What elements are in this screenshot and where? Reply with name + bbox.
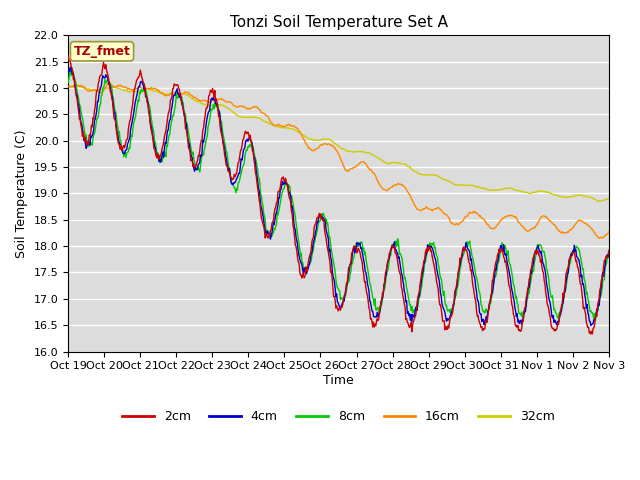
X-axis label: Time: Time bbox=[323, 374, 354, 387]
Text: TZ_fmet: TZ_fmet bbox=[74, 45, 131, 58]
Y-axis label: Soil Temperature (C): Soil Temperature (C) bbox=[15, 129, 28, 258]
Title: Tonzi Soil Temperature Set A: Tonzi Soil Temperature Set A bbox=[230, 15, 447, 30]
Legend: 2cm, 4cm, 8cm, 16cm, 32cm: 2cm, 4cm, 8cm, 16cm, 32cm bbox=[118, 405, 559, 428]
